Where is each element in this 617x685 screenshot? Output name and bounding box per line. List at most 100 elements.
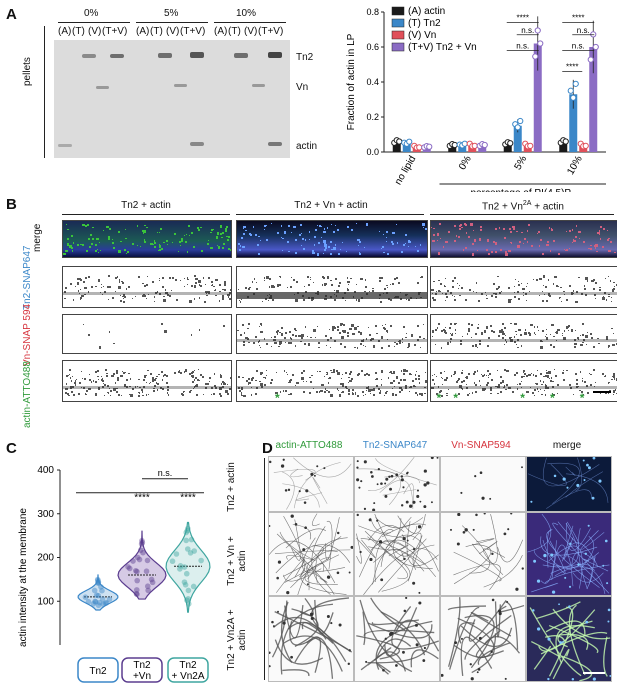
- speckle: [587, 280, 588, 281]
- filament: [282, 670, 309, 676]
- speckle: [237, 330, 239, 332]
- sig-label: n.s.: [577, 26, 590, 35]
- data-point: [130, 558, 136, 564]
- col-line: [236, 214, 424, 215]
- speckle: [295, 335, 297, 337]
- sig-label: ****: [180, 493, 196, 504]
- speckle: [609, 675, 611, 677]
- speckle: [456, 323, 457, 324]
- speckle: [547, 241, 548, 242]
- speckle: [589, 373, 590, 374]
- speckle: [440, 372, 442, 374]
- speckle: [356, 284, 357, 285]
- speckle: [256, 282, 258, 284]
- speckle: [116, 371, 118, 373]
- speckle: [273, 625, 275, 627]
- data-point: [563, 139, 568, 144]
- data-point: [92, 588, 98, 594]
- speckle: [463, 249, 465, 251]
- speckle: [167, 392, 168, 393]
- speckle: [368, 374, 370, 376]
- speckle: [408, 246, 410, 248]
- speckle: [187, 279, 188, 280]
- speckle: [471, 324, 473, 326]
- speckle: [444, 285, 446, 287]
- speckle: [585, 553, 587, 555]
- filament: [274, 469, 315, 480]
- speckle: [401, 389, 403, 391]
- merge-image: [526, 596, 612, 682]
- speckle: [256, 370, 258, 372]
- speckle: [155, 378, 156, 379]
- speckle: [348, 382, 349, 383]
- speckle: [388, 345, 390, 347]
- speckle: [575, 301, 577, 303]
- speckle: [303, 299, 305, 301]
- speckle: [244, 332, 245, 333]
- speckle: [108, 392, 109, 393]
- data-point: [97, 600, 103, 606]
- data-point: [184, 571, 190, 577]
- speckle: [71, 391, 73, 393]
- speckle: [337, 326, 339, 328]
- speckle: [562, 372, 564, 374]
- speckle: [606, 582, 608, 584]
- speckle: [385, 478, 388, 481]
- speckle: [441, 674, 444, 677]
- speckle: [468, 373, 470, 375]
- speckle: [403, 326, 405, 328]
- speckle: [392, 283, 394, 285]
- speckle: [77, 282, 79, 284]
- speckle: [408, 241, 410, 243]
- speckle: [378, 468, 380, 470]
- gel-band: [96, 86, 109, 89]
- speckle: [420, 347, 421, 348]
- speckle: [458, 393, 460, 395]
- speckle: [337, 532, 339, 534]
- speckle: [357, 239, 359, 241]
- speckle: [97, 370, 99, 372]
- speckle: [330, 370, 332, 372]
- speckle: [92, 238, 93, 239]
- actin-image: * * * * *: [430, 360, 617, 402]
- speckle: [242, 377, 243, 378]
- speckle: [458, 288, 459, 289]
- speckle: [426, 481, 429, 484]
- speckle: [154, 301, 155, 302]
- speckle: [321, 237, 322, 238]
- speckle: [596, 251, 598, 253]
- speckle: [180, 280, 182, 282]
- speckle: [318, 342, 320, 344]
- speckle: [299, 234, 301, 236]
- speckle: [517, 245, 519, 247]
- speckle: [491, 553, 493, 555]
- speckle: [480, 229, 482, 231]
- speckle: [405, 234, 407, 236]
- speckle: [605, 375, 606, 376]
- speckle: [550, 334, 551, 335]
- speckle: [99, 242, 100, 243]
- speckle: [560, 287, 562, 289]
- speckle: [208, 277, 210, 279]
- speckle: [225, 229, 227, 231]
- data-point: [95, 593, 101, 599]
- speckle: [380, 482, 383, 485]
- speckle: [291, 277, 292, 278]
- speckle: [432, 336, 433, 337]
- speckle: [548, 279, 549, 280]
- x-axis-label: percentage of PI(4,5)P2: [470, 188, 575, 192]
- speckle: [338, 285, 340, 287]
- data-point: [515, 125, 520, 130]
- speckle: [317, 225, 318, 226]
- speckle: [527, 230, 528, 231]
- speckle: [443, 329, 445, 331]
- speckle: [386, 237, 387, 238]
- speckle: [441, 347, 442, 348]
- speckle: [608, 296, 609, 297]
- membrane-band: [237, 339, 427, 342]
- speckle: [330, 241, 332, 243]
- speckle: [128, 373, 129, 374]
- speckle: [108, 275, 110, 277]
- speckle: [147, 276, 148, 277]
- speckle: [457, 283, 458, 284]
